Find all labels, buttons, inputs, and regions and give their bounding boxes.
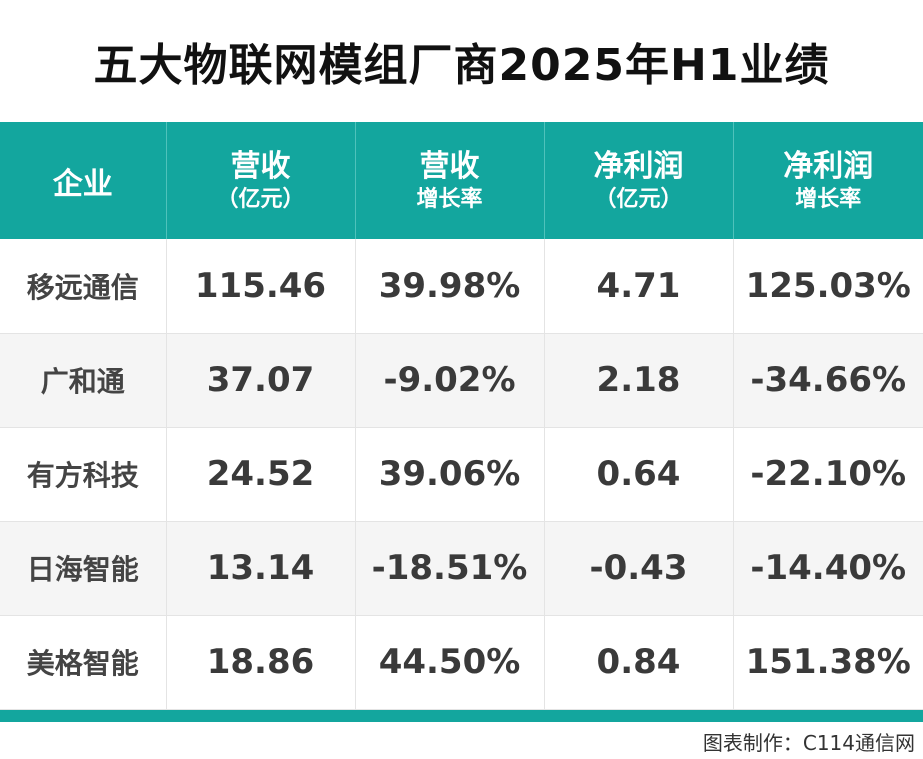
- credit-text: 图表制作：C114通信网: [702, 731, 915, 755]
- net-profit-cell: 2.18: [544, 333, 734, 428]
- revenue-growth-cell: 39.06%: [355, 427, 545, 522]
- profit-growth-cell: 125.03%: [733, 239, 923, 334]
- header-revenue: 营收 （亿元）: [166, 122, 356, 239]
- net-profit-cell: -0.43: [544, 521, 734, 616]
- profit-growth-cell: -22.10%: [733, 427, 923, 522]
- page-title: 五大物联网模组厂商2025年H1业绩: [93, 40, 830, 91]
- header-profit-growth-sub: 增长率: [795, 186, 862, 212]
- header-revenue-label: 营收: [230, 148, 291, 184]
- footer-bar: [0, 710, 923, 722]
- revenue-cell: 13.14: [166, 521, 356, 616]
- header-net-profit: 净利润 （亿元）: [544, 122, 734, 239]
- table-row: 日海智能 13.14 -18.51% -0.43 -14.40%: [0, 521, 923, 616]
- net-profit-cell: 0.84: [544, 615, 734, 710]
- revenue-cell: 115.46: [166, 239, 356, 334]
- revenue-growth-cell: -9.02%: [355, 333, 545, 428]
- revenue-growth-cell: 39.98%: [355, 239, 545, 334]
- header-revenue-growth-sub: 增长率: [416, 186, 483, 212]
- header-company: 企业: [0, 122, 167, 239]
- header-profit-growth-label: 净利润: [783, 148, 874, 184]
- profit-growth-cell: -14.40%: [733, 521, 923, 616]
- company-name: 日海智能: [0, 521, 167, 616]
- revenue-cell: 24.52: [166, 427, 356, 522]
- table-row: 有方科技 24.52 39.06% 0.64 -22.10%: [0, 427, 923, 522]
- company-name: 广和通: [0, 333, 167, 428]
- header-profit-growth: 净利润 增长率: [733, 122, 923, 239]
- revenue-cell: 18.86: [166, 615, 356, 710]
- table-row: 移远通信 115.46 39.98% 4.71 125.03%: [0, 239, 923, 334]
- net-profit-cell: 0.64: [544, 427, 734, 522]
- header-net-profit-unit: （亿元）: [594, 186, 683, 212]
- table-row: 美格智能 18.86 44.50% 0.84 151.38%: [0, 615, 923, 710]
- header-revenue-unit: （亿元）: [216, 186, 305, 212]
- company-name: 移远通信: [0, 239, 167, 334]
- header-company-label: 企业: [52, 166, 113, 202]
- header-revenue-growth-label: 营收: [419, 148, 480, 184]
- company-name: 美格智能: [0, 615, 167, 710]
- table-row: 广和通 37.07 -9.02% 2.18 -34.66%: [0, 333, 923, 428]
- revenue-growth-cell: -18.51%: [355, 521, 545, 616]
- table-header-row: 企业 营收 （亿元） 营收 增长率 净利润 （亿元） 净利润 增长率: [0, 122, 923, 239]
- net-profit-cell: 4.71: [544, 239, 734, 334]
- profit-growth-cell: 151.38%: [733, 615, 923, 710]
- header-revenue-growth: 营收 增长率: [355, 122, 545, 239]
- company-name: 有方科技: [0, 427, 167, 522]
- profit-growth-cell: -34.66%: [733, 333, 923, 428]
- revenue-growth-cell: 44.50%: [355, 615, 545, 710]
- data-table: 企业 营收 （亿元） 营收 增长率 净利润 （亿元） 净利润 增长率 移远通信 …: [0, 122, 923, 710]
- revenue-cell: 37.07: [166, 333, 356, 428]
- header-net-profit-label: 净利润: [593, 148, 684, 184]
